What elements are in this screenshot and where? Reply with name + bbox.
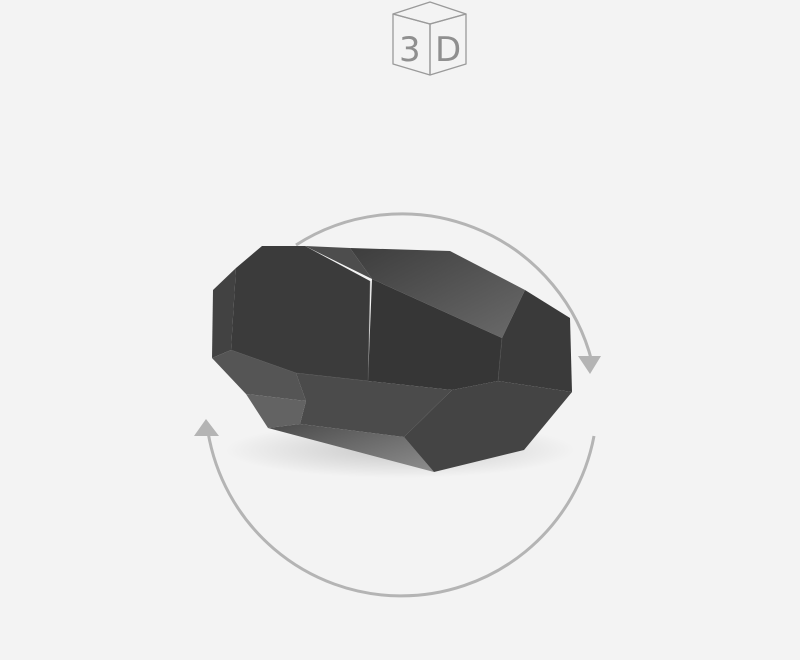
stone-facet (404, 381, 572, 472)
stone-facet (350, 248, 525, 338)
rotate-arrow-bottom (206, 431, 596, 598)
rotate-arrow-top-head (578, 356, 601, 374)
stone-facet (305, 246, 372, 279)
rotate-arrow-top (295, 212, 594, 363)
3d-label-letter: D (435, 30, 461, 70)
3d-cube-icon[interactable]: 3 D (390, 0, 470, 78)
stone-facet (212, 268, 236, 358)
3d-label-digit: 3 (399, 30, 421, 70)
stone-facet (231, 246, 370, 381)
stone-facet (212, 350, 306, 401)
faceted-stone-model[interactable] (212, 246, 572, 472)
rotate-arrow-bottom-head (194, 419, 219, 436)
stone-facet (296, 373, 452, 437)
stone-facet (246, 394, 306, 428)
stone-facet (498, 290, 572, 392)
stone-facet (268, 424, 434, 472)
stone-facet (368, 279, 502, 390)
